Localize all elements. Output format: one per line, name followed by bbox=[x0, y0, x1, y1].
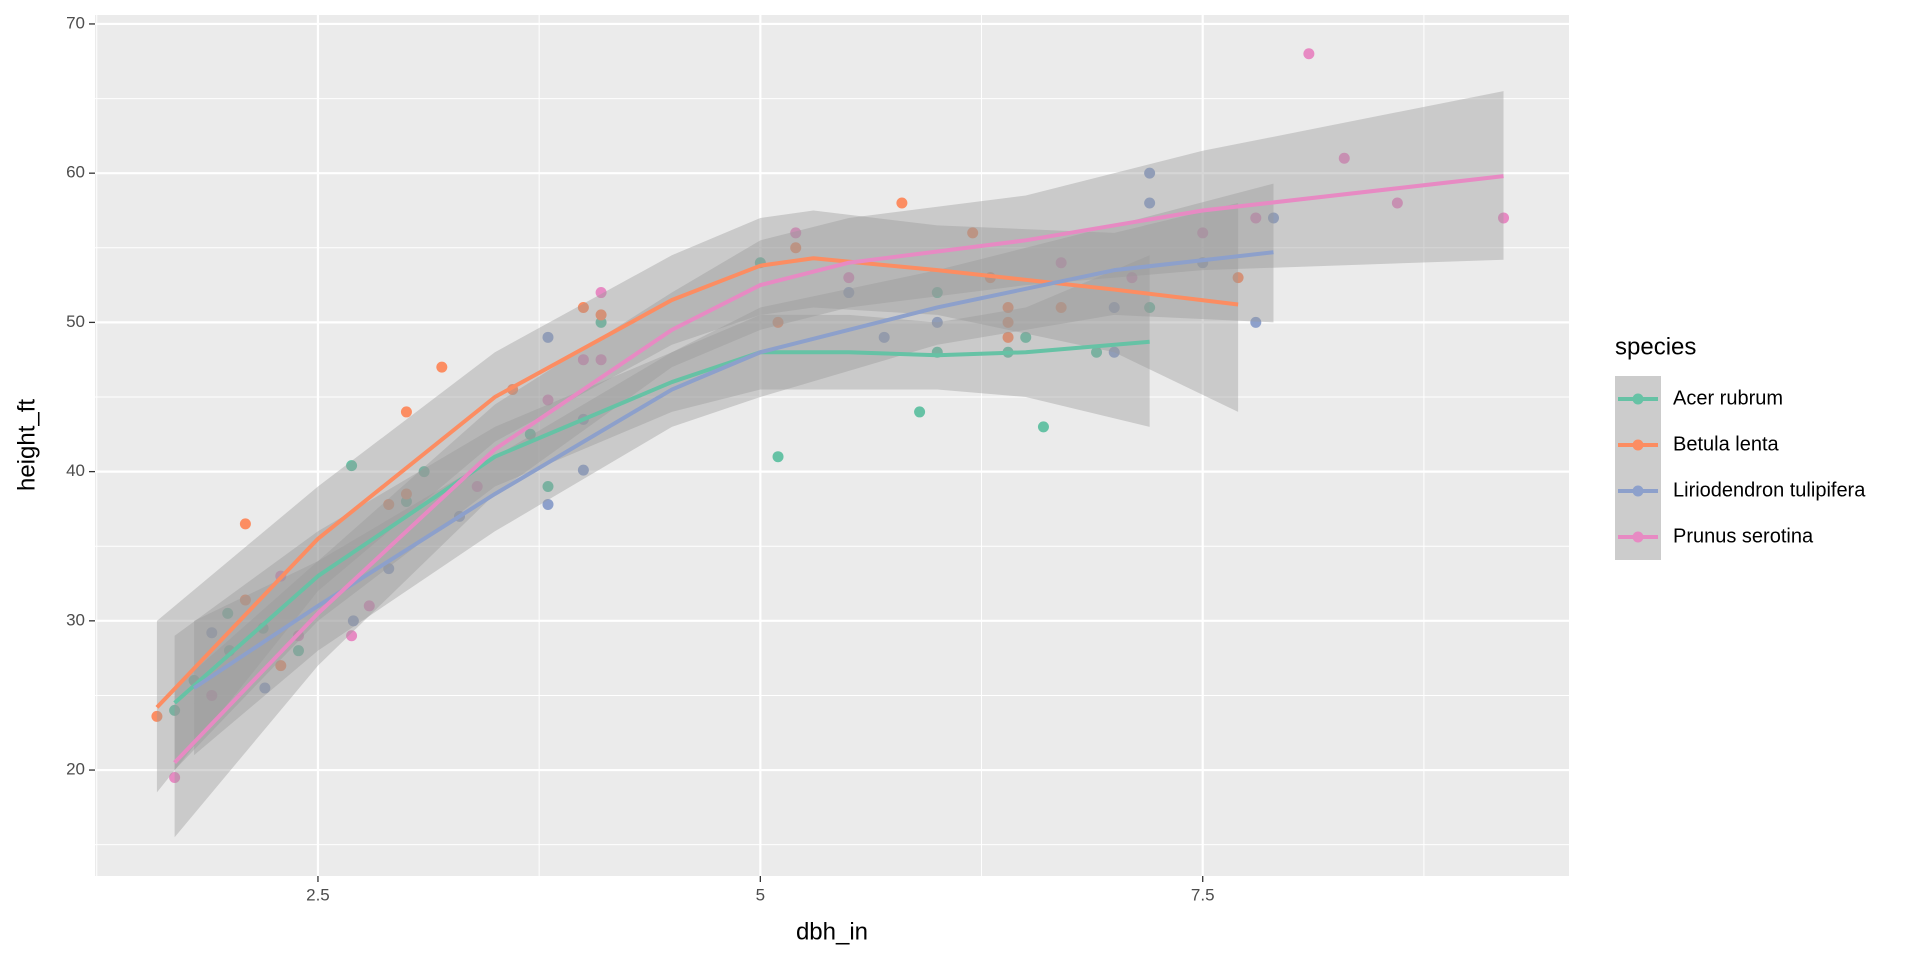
x-axis-title: dbh_in bbox=[796, 918, 868, 945]
legend-point bbox=[1632, 485, 1644, 497]
point bbox=[595, 354, 607, 366]
point bbox=[790, 242, 802, 254]
legend-title: species bbox=[1615, 333, 1696, 360]
point bbox=[1108, 346, 1120, 358]
point bbox=[914, 406, 926, 418]
y-tick-label: 40 bbox=[66, 461, 85, 480]
x-tick-label: 5 bbox=[756, 885, 765, 904]
axes: 2.5 5 7.5 20 30 40 50 60 70 bbox=[66, 13, 1214, 904]
point bbox=[542, 498, 554, 510]
point bbox=[542, 481, 554, 493]
point bbox=[1002, 331, 1014, 343]
point bbox=[346, 460, 358, 472]
point bbox=[206, 689, 218, 701]
point bbox=[292, 645, 304, 657]
y-tick-label: 70 bbox=[66, 13, 85, 32]
confidence-band bbox=[174, 91, 1504, 838]
point bbox=[1144, 197, 1156, 209]
point bbox=[1391, 197, 1403, 209]
point bbox=[346, 630, 358, 642]
point bbox=[418, 466, 430, 478]
legend: Acer rubrum Betula lenta Liriodendron tuli… bbox=[1615, 376, 1866, 560]
point bbox=[151, 710, 163, 722]
point bbox=[436, 361, 448, 373]
point bbox=[400, 406, 412, 418]
point bbox=[1126, 272, 1138, 284]
point bbox=[542, 331, 554, 343]
point bbox=[239, 518, 251, 530]
point bbox=[169, 704, 181, 716]
point bbox=[471, 481, 483, 493]
point bbox=[595, 309, 607, 321]
y-tick-label: 60 bbox=[66, 163, 85, 182]
legend-label: Liriodendron tulipifera bbox=[1673, 479, 1866, 501]
y-tick-label: 30 bbox=[66, 610, 85, 629]
point bbox=[967, 227, 979, 239]
point bbox=[577, 464, 589, 476]
point bbox=[363, 600, 375, 612]
point bbox=[259, 682, 271, 694]
confidence-band bbox=[156, 203, 1239, 793]
legend-point bbox=[1632, 439, 1644, 451]
point bbox=[1091, 346, 1103, 358]
smooth-line bbox=[173, 174, 1504, 764]
confidence-band bbox=[194, 183, 1274, 756]
point bbox=[206, 627, 218, 639]
point bbox=[347, 615, 359, 627]
confidence-band bbox=[174, 255, 1150, 771]
point bbox=[1055, 257, 1067, 269]
marks bbox=[151, 48, 1510, 838]
point bbox=[1338, 152, 1350, 164]
point bbox=[878, 331, 890, 343]
point bbox=[222, 607, 234, 619]
point bbox=[896, 197, 908, 209]
point bbox=[169, 772, 181, 784]
point bbox=[1144, 167, 1156, 179]
point bbox=[1055, 301, 1067, 313]
point bbox=[524, 428, 536, 440]
point bbox=[931, 316, 943, 328]
point bbox=[1498, 212, 1510, 224]
point bbox=[772, 316, 784, 328]
point bbox=[1108, 301, 1120, 313]
legend-point bbox=[1632, 393, 1644, 405]
point bbox=[1250, 316, 1262, 328]
point bbox=[577, 301, 589, 313]
legend-label: Acer rubrum bbox=[1673, 387, 1783, 409]
point bbox=[1232, 272, 1244, 284]
legend-label: Prunus serotina bbox=[1673, 525, 1814, 547]
legend-point bbox=[1632, 531, 1644, 543]
point bbox=[1002, 301, 1014, 313]
point bbox=[383, 498, 395, 510]
grid bbox=[95, 15, 1569, 876]
point bbox=[383, 563, 395, 575]
point bbox=[1020, 331, 1032, 343]
point bbox=[1144, 301, 1156, 313]
point bbox=[239, 594, 251, 606]
y-axis-title: height_ft bbox=[13, 399, 40, 491]
point bbox=[577, 354, 589, 366]
point bbox=[772, 451, 784, 463]
point bbox=[843, 287, 855, 299]
panel-background bbox=[95, 15, 1569, 876]
point bbox=[1037, 421, 1049, 433]
y-tick-label: 50 bbox=[66, 312, 85, 331]
point bbox=[1250, 212, 1262, 224]
point bbox=[1197, 227, 1209, 239]
point bbox=[542, 394, 554, 406]
x-tick-label: 7.5 bbox=[1191, 885, 1215, 904]
legend-label: Betula lenta bbox=[1673, 433, 1780, 455]
x-tick-label: 2.5 bbox=[306, 885, 330, 904]
point bbox=[400, 488, 412, 500]
point bbox=[931, 287, 943, 299]
point bbox=[1002, 316, 1014, 328]
point bbox=[790, 227, 802, 239]
point bbox=[1303, 48, 1315, 60]
point bbox=[843, 272, 855, 284]
point bbox=[275, 660, 287, 672]
point bbox=[595, 287, 607, 299]
point bbox=[1267, 212, 1279, 224]
y-tick-label: 20 bbox=[66, 760, 85, 779]
